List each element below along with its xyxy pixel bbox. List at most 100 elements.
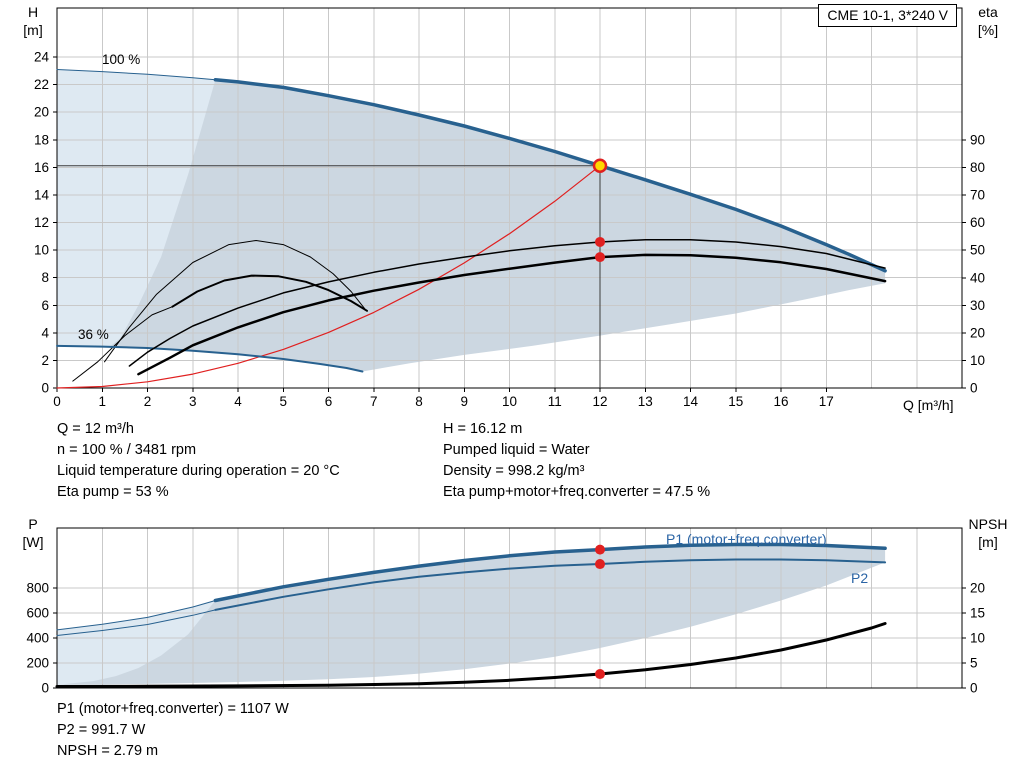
pump-curve-100-thin <box>56 69 216 81</box>
plot-frame <box>56 527 963 689</box>
svg-text:9: 9 <box>460 394 468 409</box>
eta-total-curve <box>137 253 887 376</box>
svg-text:12: 12 <box>592 394 607 409</box>
svg-text:800: 800 <box>26 581 49 596</box>
svg-text:0: 0 <box>970 681 978 696</box>
svg-text:0: 0 <box>41 681 49 696</box>
tick-labels: 0246810121416182022240102030405060708090… <box>34 50 985 409</box>
info-flow: Q = 12 m³/h <box>57 421 134 437</box>
svg-text:16: 16 <box>34 160 49 175</box>
svg-text:5: 5 <box>970 656 978 671</box>
grid <box>57 528 962 688</box>
svg-text:12: 12 <box>34 215 49 230</box>
npsh-axis-symbol: NPSH <box>968 516 1008 532</box>
operating-envelope <box>57 69 886 372</box>
pump-type-label: CME 10-1, 3*240 V <box>818 4 957 27</box>
svg-text:13: 13 <box>638 394 653 409</box>
tick-labels: 0 200 400 600 800 0 5 10 15 20 <box>26 581 985 696</box>
svg-text:3: 3 <box>189 394 197 409</box>
speed-100-label: 100 % <box>102 52 141 67</box>
operating-envelope-light <box>57 600 216 685</box>
footer-npsh: NPSH = 2.79 m <box>57 743 159 759</box>
p1-curve <box>213 542 887 603</box>
svg-text:90: 90 <box>970 132 985 147</box>
svg-text:2: 2 <box>41 353 49 368</box>
info-head: H = 16.12 m <box>443 421 523 437</box>
svg-text:18: 18 <box>34 132 49 147</box>
svg-text:0: 0 <box>41 381 49 396</box>
duty-crosshair <box>57 165 601 388</box>
svg-text:0: 0 <box>970 381 978 396</box>
tick-marks <box>53 56 966 392</box>
grid <box>57 8 962 388</box>
svg-text:14: 14 <box>34 187 50 202</box>
eta-axis-symbol: eta <box>978 4 998 20</box>
svg-text:17: 17 <box>819 394 834 409</box>
svg-text:20: 20 <box>970 581 985 596</box>
value-marker <box>595 559 605 570</box>
tick-marks <box>53 587 966 689</box>
svg-text:6: 6 <box>325 394 333 409</box>
svg-text:24: 24 <box>34 50 50 65</box>
svg-text:2: 2 <box>144 394 152 409</box>
value-marker <box>595 252 605 263</box>
info-left: Q = 12 m³/h n = 100 % / 3481 rpm Liquid … <box>57 419 340 503</box>
p1-curve-label: P1 (motor+freq.converter) <box>666 531 827 547</box>
h-axis-symbol: H <box>27 4 39 20</box>
p-axis-symbol: P <box>28 516 38 532</box>
svg-text:60: 60 <box>970 215 985 230</box>
svg-text:70: 70 <box>970 188 985 203</box>
svg-text:20: 20 <box>970 325 985 340</box>
npsh-curve <box>55 622 887 688</box>
svg-text:10: 10 <box>34 243 49 258</box>
svg-text:8: 8 <box>415 394 423 409</box>
footer-p1: P1 (motor+freq.converter) = 1107 W <box>57 701 289 717</box>
svg-text:15: 15 <box>970 606 985 621</box>
svg-text:10: 10 <box>970 353 985 368</box>
info-eta-pump: Eta pump = 53 % <box>57 484 169 500</box>
p-axis-title: P [W] <box>14 515 52 551</box>
info-speed: n = 100 % / 3481 rpm <box>57 442 197 458</box>
svg-text:30: 30 <box>970 298 985 313</box>
footer-p2: P2 = 991.7 W <box>57 722 146 738</box>
svg-text:16: 16 <box>773 394 788 409</box>
svg-text:4: 4 <box>41 325 49 340</box>
info-liquid-temperature: Liquid temperature during operation = 20… <box>57 463 340 479</box>
p2-curve <box>214 558 887 611</box>
npsh-axis-unit: [m] <box>978 534 998 550</box>
eta-pump-curve <box>128 238 886 367</box>
svg-text:15: 15 <box>728 394 743 409</box>
svg-text:11: 11 <box>548 394 562 409</box>
footer-values: P1 (motor+freq.converter) = 1107 W P2 = … <box>57 699 289 762</box>
eta-line-36-left <box>72 306 173 382</box>
info-pumped-liquid: Pumped liquid = Water <box>443 442 590 458</box>
p1-thin <box>56 600 216 631</box>
svg-text:6: 6 <box>41 298 49 313</box>
svg-text:10: 10 <box>502 394 517 409</box>
svg-text:200: 200 <box>26 656 49 671</box>
h-axis-title: H [m] <box>14 3 52 39</box>
pump-curve-100 <box>213 78 887 273</box>
info-right: H = 16.12 m Pumped liquid = Water Densit… <box>443 419 710 503</box>
svg-text:8: 8 <box>41 270 49 285</box>
q-axis-title: Q [m³/h] <box>903 397 954 413</box>
chart-qh: 0246810121416182022240102030405060708090… <box>34 7 985 409</box>
operating-envelope <box>57 544 886 685</box>
svg-text:5: 5 <box>279 394 287 409</box>
svg-text:22: 22 <box>34 77 49 92</box>
value-marker <box>595 544 605 555</box>
info-eta-total: Eta pump+motor+freq.converter = 47.5 % <box>443 484 711 500</box>
eta-axis-title: eta [%] <box>962 3 1014 39</box>
svg-text:1: 1 <box>98 394 106 409</box>
svg-text:20: 20 <box>34 105 49 120</box>
svg-text:14: 14 <box>683 394 699 409</box>
p2-curve-label: P2 <box>851 570 869 586</box>
svg-text:80: 80 <box>970 160 985 175</box>
value-marker <box>595 669 605 680</box>
pump-curve-36 <box>56 344 364 373</box>
info-density: Density = 998.2 kg/m³ <box>443 463 585 479</box>
duty-point[interactable] <box>592 158 608 173</box>
svg-text:50: 50 <box>970 243 985 258</box>
